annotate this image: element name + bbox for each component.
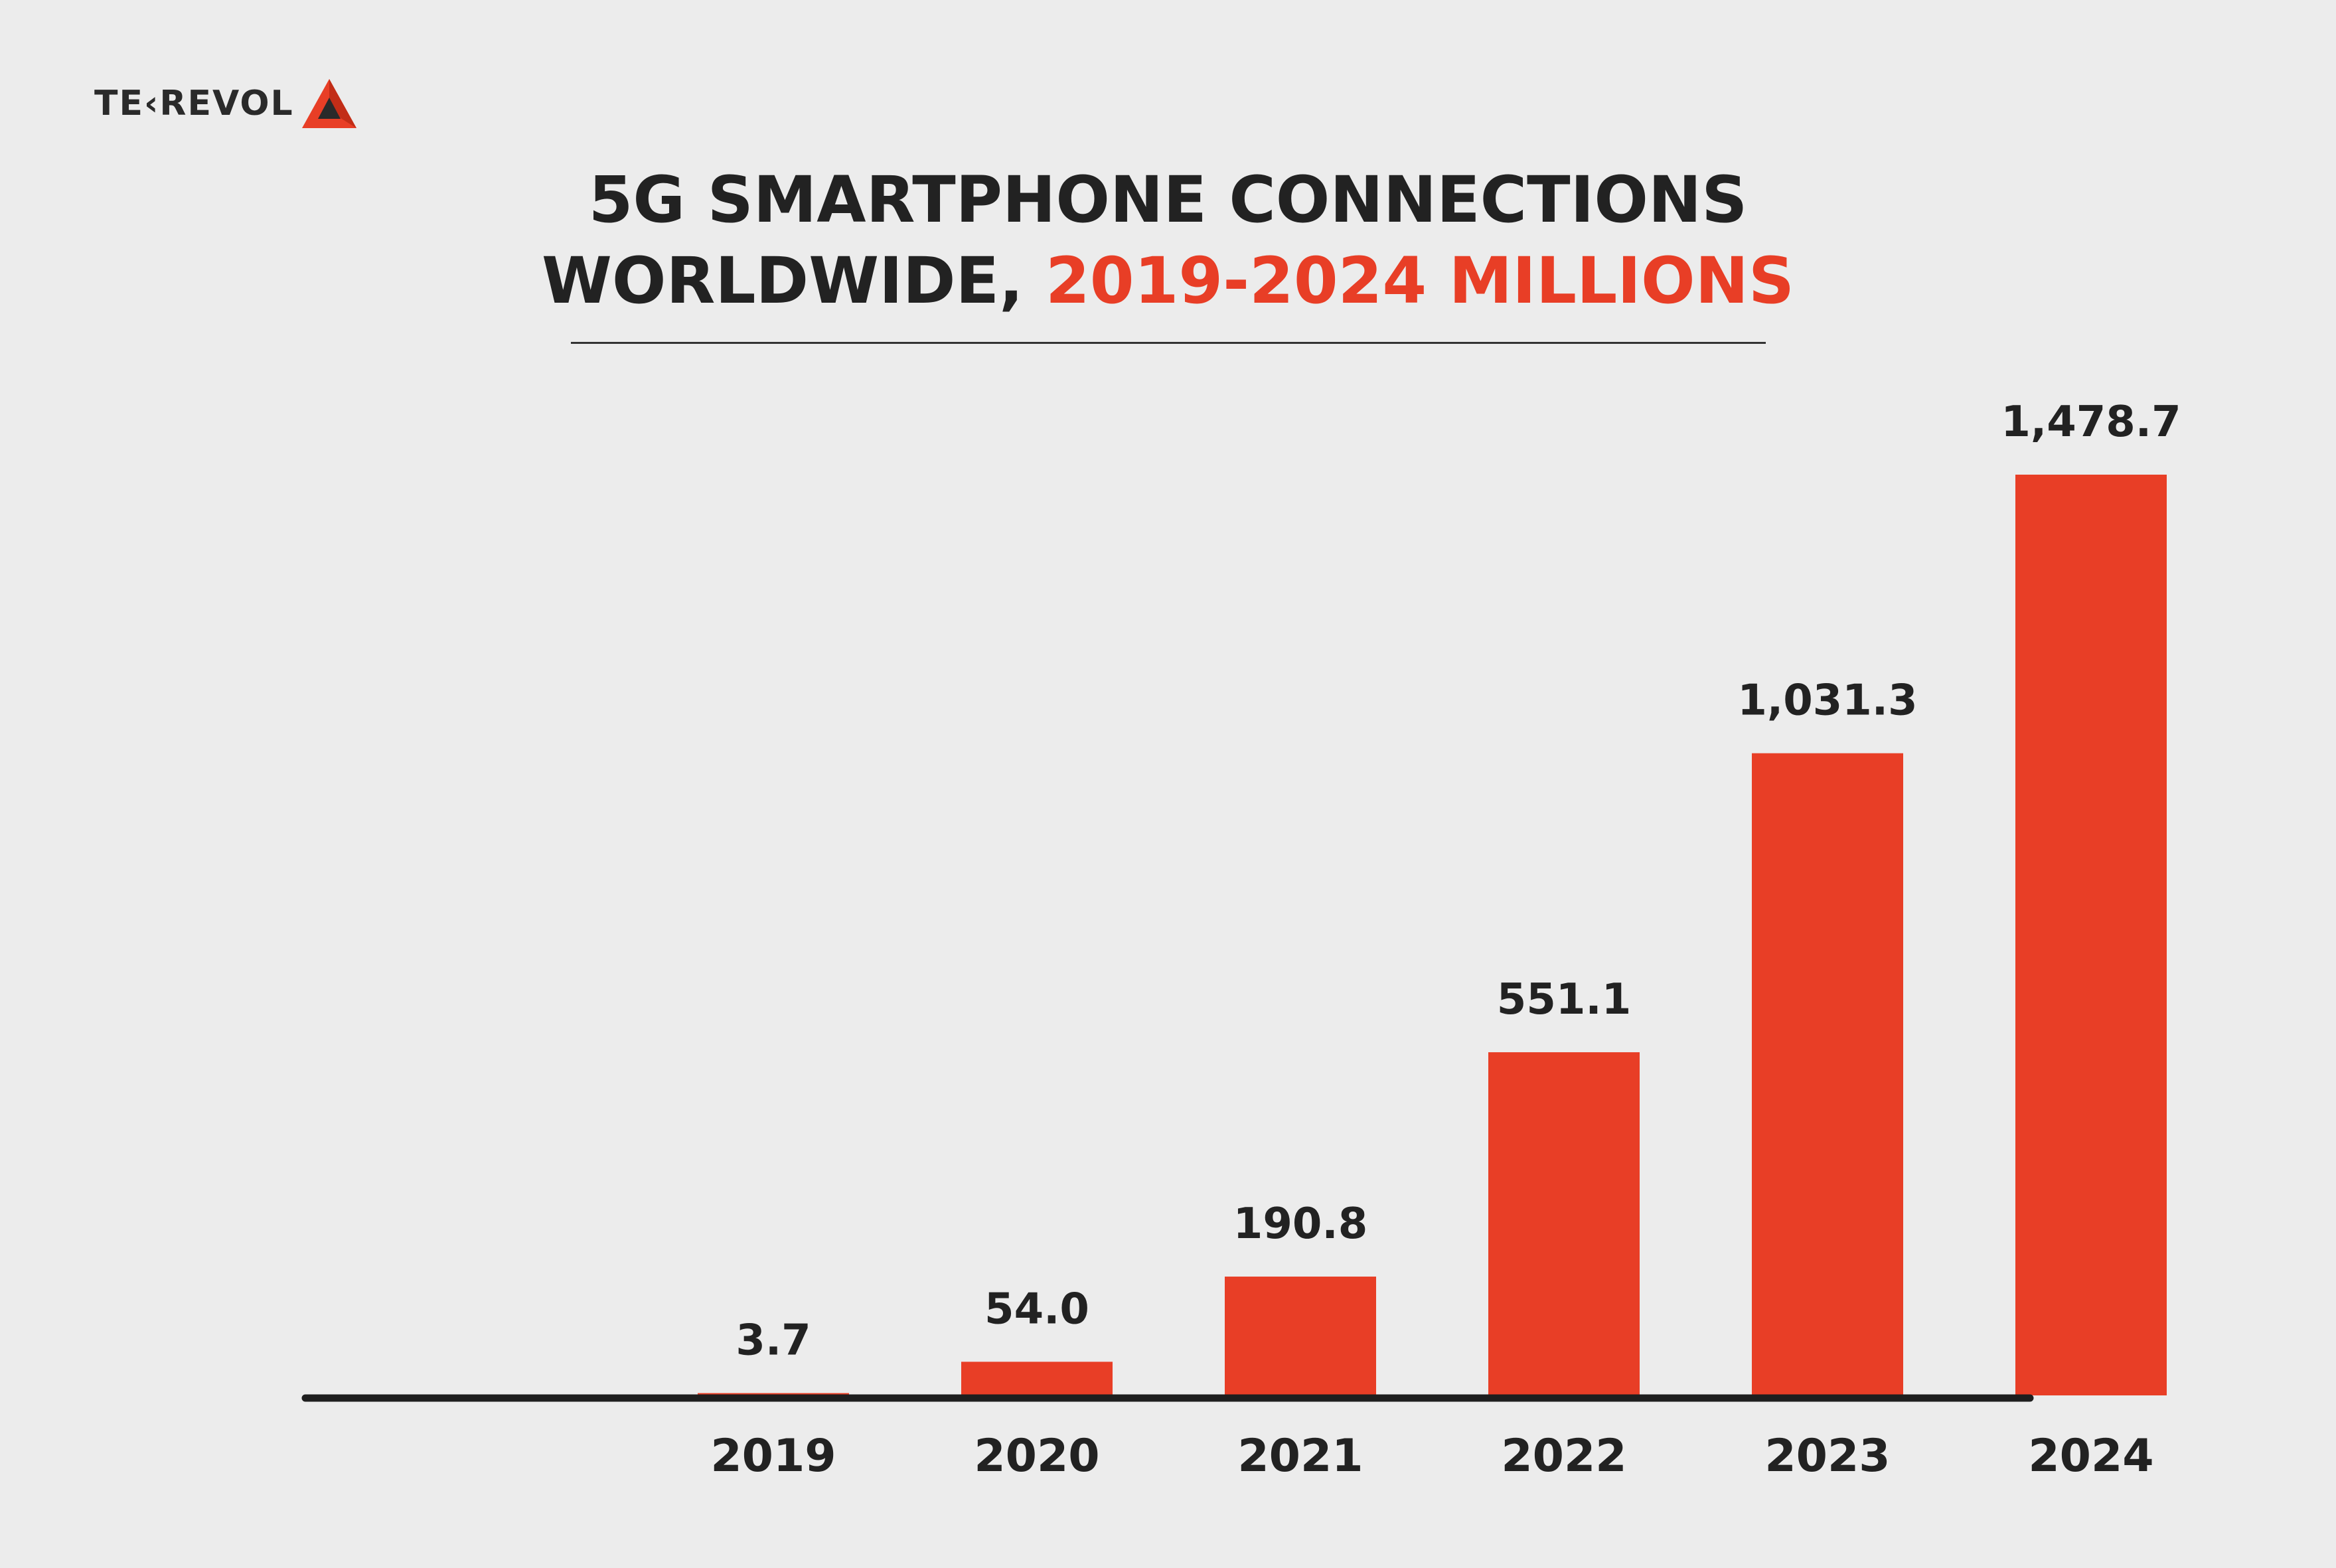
tekrevol-triangle-icon (301, 79, 356, 128)
value-label-2024: 1,478.7 (2001, 398, 2181, 447)
value-label-2020: 54.0 (984, 1285, 1089, 1334)
chart-title-line-2-plain: WORLDWIDE, (541, 244, 1046, 318)
brand-logo-text: TE‹REVOL (94, 84, 294, 123)
bar-2022 (1488, 1052, 1640, 1395)
bar-2019 (698, 1393, 849, 1395)
bar-2023 (1752, 753, 1903, 1395)
category-label-2022: 2022 (1501, 1430, 1626, 1482)
title-divider (571, 342, 1766, 344)
bar-2024 (2015, 475, 2167, 1395)
category-label-2023: 2023 (1764, 1430, 1890, 1482)
category-label-2024: 2024 (2028, 1430, 2153, 1482)
category-label-2019: 2019 (710, 1430, 836, 1482)
chart-title-line-1: 5G SMARTPHONE CONNECTIONS (588, 163, 1748, 237)
chart-title-line-2: WORLDWIDE, 2019-2024 MILLIONS (0, 240, 2336, 321)
value-label-2019: 3.7 (736, 1316, 811, 1366)
value-label-2023: 1,031.3 (1737, 676, 1917, 726)
chart-title-line-2-accent: 2019-2024 MILLIONS (1046, 244, 1795, 318)
category-label-2021: 2021 (1237, 1430, 1363, 1482)
bar-2020 (961, 1362, 1113, 1395)
value-label-2021: 190.8 (1233, 1200, 1367, 1249)
category-label-2020: 2020 (974, 1430, 1099, 1482)
brand-logo: TE‹REVOL (94, 77, 358, 130)
bar-2021 (1225, 1277, 1376, 1395)
chart-title: 5G SMARTPHONE CONNECTIONS WORLDWIDE, 201… (0, 159, 2336, 321)
value-label-2022: 551.1 (1497, 975, 1631, 1024)
